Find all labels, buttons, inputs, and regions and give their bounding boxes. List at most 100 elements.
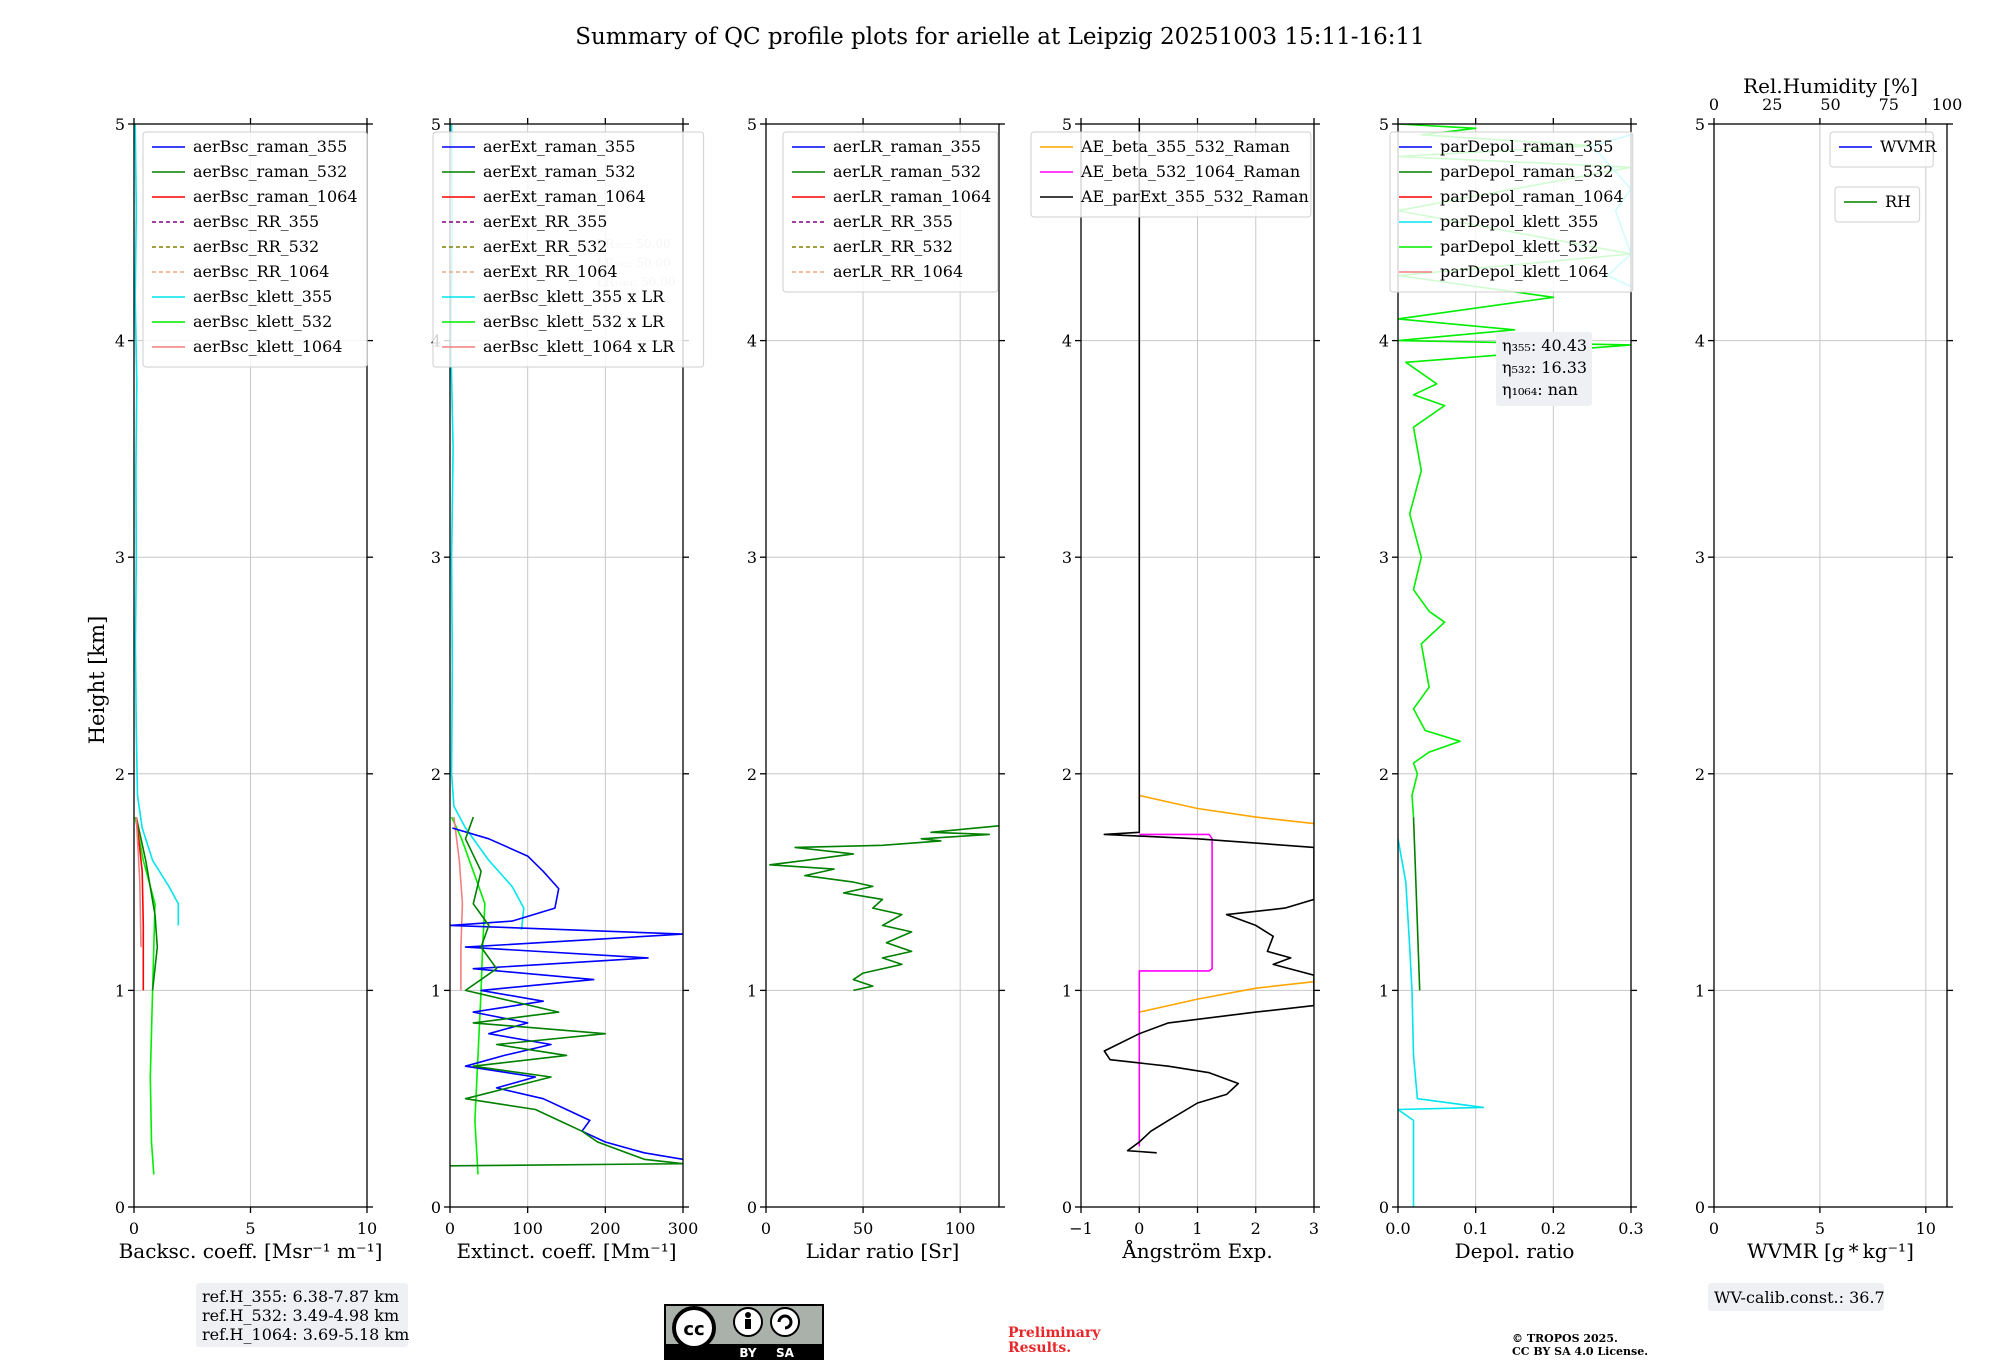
y-tick-label-1: 1 — [431, 981, 441, 1000]
x-tick-label-0: 0 — [761, 1219, 771, 1238]
depol-annotation-0: η₃₅₅: 40.43 — [1502, 336, 1587, 355]
x-tick-label-1: 50 — [853, 1219, 873, 1238]
top-tick-label-4: 100 — [1932, 95, 1963, 114]
copyright-line-1: © TROPOS 2025. — [1512, 1332, 1618, 1345]
series-AE_parExt_355_532_Raman — [1103, 124, 1314, 1154]
y-tick-label-1: 1 — [747, 981, 757, 1000]
x-axis-label: Lidar ratio [Sr] — [806, 1239, 960, 1263]
panel-2: 0123450100200300Extinct. coeff. [Mm⁻¹]LR… — [431, 115, 705, 1263]
series-aerExt_raman_532 — [450, 816, 683, 1167]
x-axis-label: Backsc. coeff. [Msr⁻¹ m⁻¹] — [119, 1239, 383, 1263]
cc-icon-text: cc — [683, 1319, 704, 1340]
x-tick-label-0: 0 — [1709, 1219, 1719, 1238]
x-tick-label-1: 100 — [512, 1219, 543, 1238]
panel-4: 0 1 2 3 4 5 −1 0 1 2 3 Ångström Exp. AE_beta_355_532… — [1030, 115, 1320, 1263]
legend-label-1: aerBsc_raman_532 — [193, 162, 347, 181]
cc-by-label: BY — [739, 1346, 756, 1360]
legend-label-3: aerLR_RR_355 — [833, 212, 953, 231]
ref-height-532: ref.H_532: 3.49-4.98 km — [202, 1306, 399, 1325]
ref-height-355: ref.H_355: 6.38-7.87 km — [202, 1287, 399, 1306]
series-aerLR_raman_532 — [769, 825, 999, 992]
y-tick-label-4: 4 — [1379, 332, 1389, 351]
x-tick-label-1: 5 — [1815, 1219, 1825, 1238]
legend-label-1: aerLR_raman_532 — [833, 162, 981, 181]
y-tick-label-5: 5 — [1062, 115, 1072, 134]
y-tick-label-5: 5 — [1379, 115, 1389, 134]
legend-label-2: aerLR_raman_1064 — [833, 187, 991, 206]
y-tick-label-5: 5 — [431, 115, 441, 134]
axes-frame — [765, 123, 1000, 1208]
legend-label-5: aerExt_RR_1064 — [483, 262, 618, 281]
legend-label-8: aerBsc_klett_1064 x LR — [483, 337, 675, 356]
y-tick-label-1: 1 — [1379, 981, 1389, 1000]
y-tick-label-3: 3 — [747, 548, 757, 567]
legend-label-0: WVMR — [1880, 137, 1937, 156]
y-tick-label-3: 3 — [1062, 548, 1072, 567]
legend-label-4: aerLR_RR_532 — [833, 237, 953, 256]
x-axis-label: Depol. ratio — [1455, 1239, 1575, 1263]
x-tick-label-1: 0.1 — [1463, 1219, 1488, 1238]
y-tick-label-0: 0 — [1695, 1198, 1705, 1217]
series-parDepol_klett_355_low — [1398, 838, 1485, 1207]
axes-frame — [1713, 123, 1948, 1208]
figure-title: Summary of QC profile plots for arielle … — [575, 24, 1425, 50]
legend-label-7: aerBsc_klett_532 x LR — [483, 312, 665, 331]
legend-label-2: AE_parExt_355_532_Raman — [1080, 187, 1309, 206]
x-tick-label-0: 0.0 — [1385, 1219, 1410, 1238]
cc-icon — [672, 1306, 716, 1350]
top-tick-label-1: 25 — [1762, 95, 1782, 114]
y-tick-label-3: 3 — [1695, 548, 1705, 567]
legend-label-6: aerBsc_klett_355 x LR — [483, 287, 665, 306]
series-aerBsc_klett_532 x LR — [450, 816, 486, 1175]
y-tick-label-3: 3 — [115, 548, 125, 567]
legend-label-5: aerBsc_RR_1064 — [193, 262, 329, 281]
y-tick-label-2: 2 — [1695, 765, 1705, 784]
y-tick-label-2: 2 — [431, 765, 441, 784]
legend-label-0: parDepol_raman_355 — [1440, 137, 1613, 156]
legend2-frame — [1834, 186, 1921, 223]
x-tick-label-3: 300 — [668, 1219, 699, 1238]
x-tick-label-2: 10 — [1916, 1219, 1936, 1238]
legend-label-3: aerBsc_RR_355 — [193, 212, 319, 231]
series-group-1 — [134, 124, 180, 1175]
legend-label-4: aerExt_RR_532 — [483, 237, 607, 256]
legend-label-0: AE_beta_355_532_Raman — [1080, 137, 1290, 156]
top-tick-label-3: 75 — [1879, 95, 1899, 114]
legend-frame — [142, 131, 368, 368]
y-tick-label-5: 5 — [115, 115, 125, 134]
legend-label-0: aerLR_raman_355 — [833, 137, 981, 156]
y-tick-label-2: 2 — [115, 765, 125, 784]
legend-label-1: aerExt_raman_532 — [483, 162, 636, 181]
x-tick-label-0: 0 — [445, 1219, 455, 1238]
legend-label-1: AE_beta_532_1064_Raman — [1080, 162, 1300, 181]
top-tick-label-2: 50 — [1820, 95, 1840, 114]
series-aerBsc_klett_355 — [134, 124, 180, 926]
legend-frame — [432, 131, 705, 368]
x-tick-label-2: 0.2 — [1541, 1219, 1566, 1238]
x-tick-label-4: 3 — [1309, 1219, 1319, 1238]
y-tick-label-0: 0 — [1062, 1198, 1072, 1217]
legend-label-2: aerBsc_raman_1064 — [193, 187, 358, 206]
legend-label-1: parDepol_raman_532 — [1440, 162, 1613, 181]
axes-frame — [1397, 123, 1632, 1208]
series-aerBsc_klett_1064 x LR — [453, 817, 464, 991]
y-tick-label-1: 1 — [1062, 981, 1072, 1000]
y-tick-label-1: 1 — [115, 981, 125, 1000]
cc-license-badge: cc BY SA — [664, 1304, 824, 1360]
depol-annotation-2: η₁₀₆₄: nan — [1502, 380, 1578, 399]
y-tick-label-3: 3 — [1379, 548, 1389, 567]
y-tick-label-4: 4 — [1062, 332, 1072, 351]
ref-height-box: ref.H_355: 6.38-7.87 km ref.H_532: 3.49-… — [196, 1283, 409, 1347]
panel-5: 0 1 2 3 4 5 0.0 0.1 0.2 0.3 Depol. ratio η₃₅₅: 40.4… — [1379, 115, 1644, 1263]
y-tick-label-0: 0 — [747, 1198, 757, 1217]
ref-height-1064: ref.H_1064: 3.69-5.18 km — [202, 1325, 409, 1344]
x-tick-label-1: 0 — [1134, 1219, 1144, 1238]
share-alike-icon — [770, 1307, 800, 1337]
top-axis-label: Rel.Humidity [%] — [1743, 74, 1918, 98]
legend-label-6: aerBsc_klett_355 — [193, 287, 332, 306]
y-tick-label-1: 1 — [1695, 981, 1705, 1000]
